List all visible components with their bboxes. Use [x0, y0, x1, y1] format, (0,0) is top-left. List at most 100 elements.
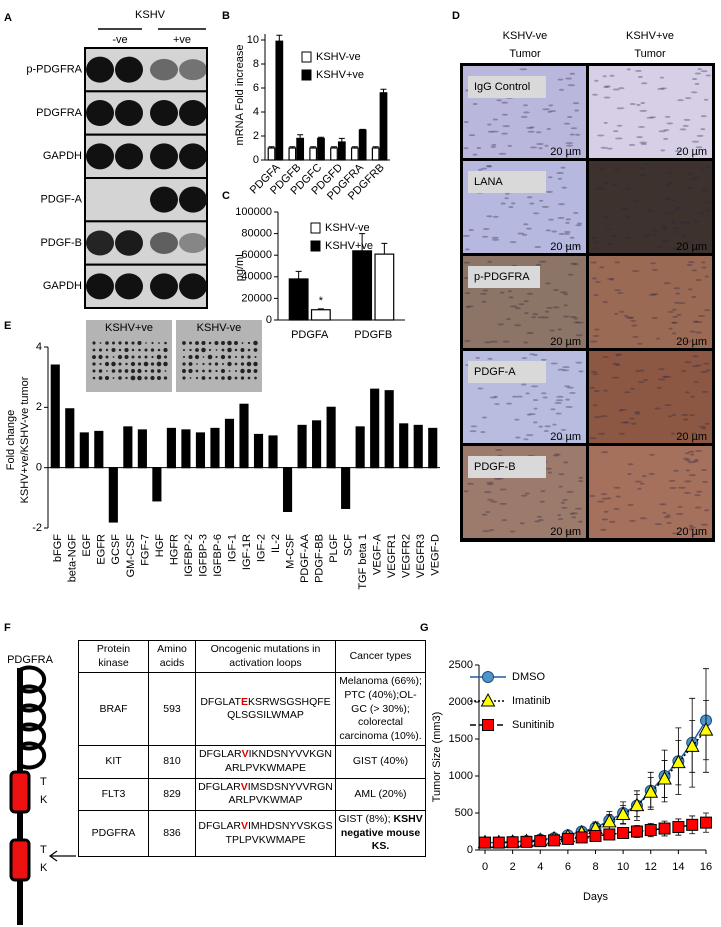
bar	[137, 429, 147, 469]
array-spot	[241, 342, 244, 344]
array-spot	[164, 341, 167, 345]
ihc-nucleus	[550, 408, 556, 411]
ihc-nucleus	[691, 296, 697, 299]
ihc-nucleus	[488, 529, 495, 532]
array-spot	[235, 370, 237, 372]
ihc-nucleus	[543, 429, 549, 432]
ihc-nucleus	[520, 115, 528, 118]
ihc-nucleus	[684, 241, 693, 244]
y-axis-label: KSHV+ve/KSHV-ve tumor	[19, 376, 31, 503]
ihc-nucleus	[685, 469, 690, 472]
ihc-nucleus	[490, 500, 498, 503]
ihc-nucleus	[566, 490, 574, 493]
bar	[371, 147, 380, 161]
array-spot	[137, 375, 142, 381]
ihc-nucleus	[491, 130, 499, 133]
x-tick-label: PDGFA	[291, 329, 329, 341]
ihc-nucleus	[698, 425, 707, 428]
ihc-nucleus	[684, 480, 692, 483]
array-spot	[111, 347, 116, 353]
array-spot	[253, 361, 258, 367]
ihc-nucleus	[700, 371, 708, 374]
ihc-row-label: IgG Control	[474, 81, 530, 93]
ihc-nucleus	[648, 209, 654, 212]
y-tick-label: 8	[253, 58, 259, 70]
bar	[384, 390, 394, 469]
ihc-nucleus	[549, 110, 557, 113]
ihc-nucleus	[479, 292, 488, 295]
ihc-nucleus	[631, 200, 639, 203]
ihc-nucleus	[667, 310, 674, 313]
ihc-nucleus	[501, 101, 509, 104]
ihc-nucleus	[700, 115, 707, 118]
ihc-nucleus	[639, 141, 648, 144]
ihc-nucleus	[544, 310, 549, 313]
ihc-nucleus	[482, 530, 490, 533]
ihc-nucleus	[685, 391, 690, 394]
ihc-nucleus	[606, 147, 613, 150]
ihc-nucleus	[496, 99, 503, 102]
ihc-nucleus	[703, 98, 709, 101]
array-spot	[124, 354, 129, 360]
mutated-residue: V	[241, 748, 249, 761]
error-bar	[359, 128, 366, 130]
ihc-nucleus	[695, 331, 703, 334]
ihc-nucleus	[659, 503, 667, 506]
ihc-nucleus	[501, 132, 509, 135]
array-spot	[247, 348, 251, 352]
array-spot	[131, 369, 135, 373]
ihc-nucleus	[602, 301, 609, 304]
x-tick-label: VEGF-D	[430, 534, 442, 576]
array-spot	[151, 341, 154, 345]
bar	[355, 426, 365, 469]
ihc-nucleus	[685, 452, 690, 455]
ihc-nucleus	[670, 221, 676, 224]
ihc-label-box	[468, 171, 546, 193]
x-tick-label: VEGFR3	[415, 534, 427, 578]
x-tick-label: 14	[672, 861, 684, 873]
ihc-nucleus	[691, 355, 699, 358]
marker	[589, 829, 602, 842]
error-bar	[297, 134, 304, 139]
array-spot	[196, 363, 198, 365]
ihc-nucleus	[593, 294, 599, 297]
array-spot	[215, 349, 218, 351]
x-tick-label: 16	[700, 861, 712, 873]
x-tick-label: HGFR	[168, 534, 180, 565]
ihc-nucleus	[639, 167, 646, 170]
marker	[657, 770, 672, 785]
ihc-nucleus	[706, 166, 711, 169]
cancer-cell: GIST (40%)	[335, 745, 426, 779]
ihc-nucleus	[656, 386, 662, 389]
ihc-nucleus	[481, 513, 488, 516]
ihc-nucleus	[486, 498, 494, 501]
array-spot	[99, 362, 102, 366]
ihc-nucleus	[667, 182, 673, 185]
array-spot	[92, 362, 96, 366]
array-spot	[156, 361, 162, 367]
ihc-nucleus	[613, 312, 619, 315]
ihc-nucleus	[619, 310, 625, 313]
array-spot	[195, 348, 199, 352]
ihc-nucleus	[551, 230, 558, 233]
ihc-nucleus	[548, 104, 554, 107]
array-spot	[182, 369, 186, 373]
ihc-nucleus	[637, 125, 645, 128]
x-tick-label: 2	[510, 861, 516, 873]
sequence-part: DFGLAR	[198, 780, 241, 793]
ihc-nucleus	[695, 146, 703, 149]
ihc-nucleus	[537, 316, 545, 319]
ihc-nucleus	[600, 451, 609, 454]
ihc-nucleus	[594, 328, 600, 331]
ihc-nucleus	[631, 270, 640, 273]
ihc-nucleus	[505, 192, 510, 195]
ihc-nucleus	[704, 509, 710, 512]
ihc-nucleus	[691, 140, 700, 143]
ihc-nucleus	[662, 375, 668, 378]
ihc-nucleus	[558, 88, 565, 91]
ihc-nucleus	[650, 293, 659, 296]
ihc-nucleus	[671, 332, 677, 335]
array-spot	[130, 361, 136, 367]
ihc-nucleus	[523, 438, 529, 441]
blot-band	[150, 58, 178, 81]
